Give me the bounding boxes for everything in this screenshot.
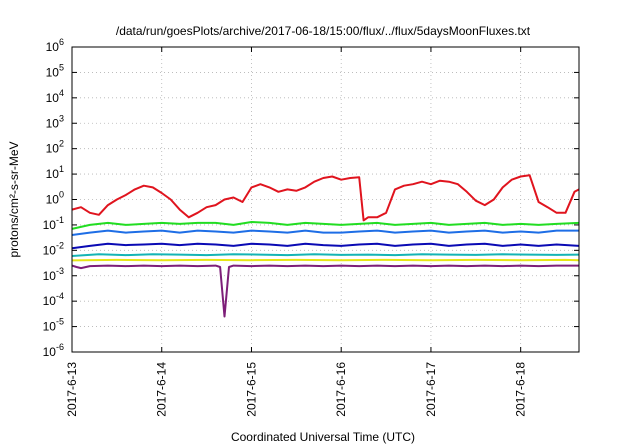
series-line-7: [71, 264, 579, 318]
y-tick-label: 105: [46, 62, 64, 79]
x-tick-label: 2017-6-13: [65, 362, 79, 417]
axis-ticks: 10-6 10-5 10-4 10-3 10-2 10-1 100 101 102 103 104 1…: [43, 37, 579, 417]
x-tick-label: 2017-6-18: [514, 362, 528, 417]
y-tick-label: 10-1: [43, 215, 64, 232]
y-tick-label: 102: [46, 139, 64, 156]
y-axis-label: protons/cm²-s-sr-MeV: [7, 141, 21, 257]
x-axis-label: Coordinated Universal Time (UTC): [231, 430, 415, 444]
y-tick-label: 103: [46, 113, 64, 130]
x-tick-label: 2017-6-17: [424, 362, 438, 417]
series-line-5: [71, 253, 580, 257]
chart-title: /data/run/goesPlots/archive/2017-06-18/1…: [116, 24, 531, 38]
y-tick-label: 10-6: [43, 342, 64, 359]
y-tick-label: 101: [46, 164, 64, 181]
series-line-3: [71, 229, 579, 236]
series-group: [71, 174, 580, 318]
y-tick-label: 104: [46, 88, 64, 105]
y-tick-label: 10-4: [43, 291, 64, 308]
y-tick-label: 10-5: [43, 317, 64, 334]
grid-lines: [72, 47, 579, 352]
series-line-4: [71, 242, 580, 250]
x-tick-label: 2017-6-14: [155, 362, 169, 417]
y-tick-label: 106: [46, 37, 64, 54]
series-line-1: [71, 174, 580, 222]
x-tick-label: 2017-6-15: [244, 362, 258, 417]
y-tick-label: 100: [46, 190, 64, 207]
x-tick-label: 2017-6-16: [334, 362, 348, 417]
y-tick-label: 10-3: [43, 266, 64, 283]
y-tick-label: 10-2: [43, 240, 64, 257]
series-line-2: [71, 221, 580, 230]
series-line-6: [71, 258, 580, 262]
